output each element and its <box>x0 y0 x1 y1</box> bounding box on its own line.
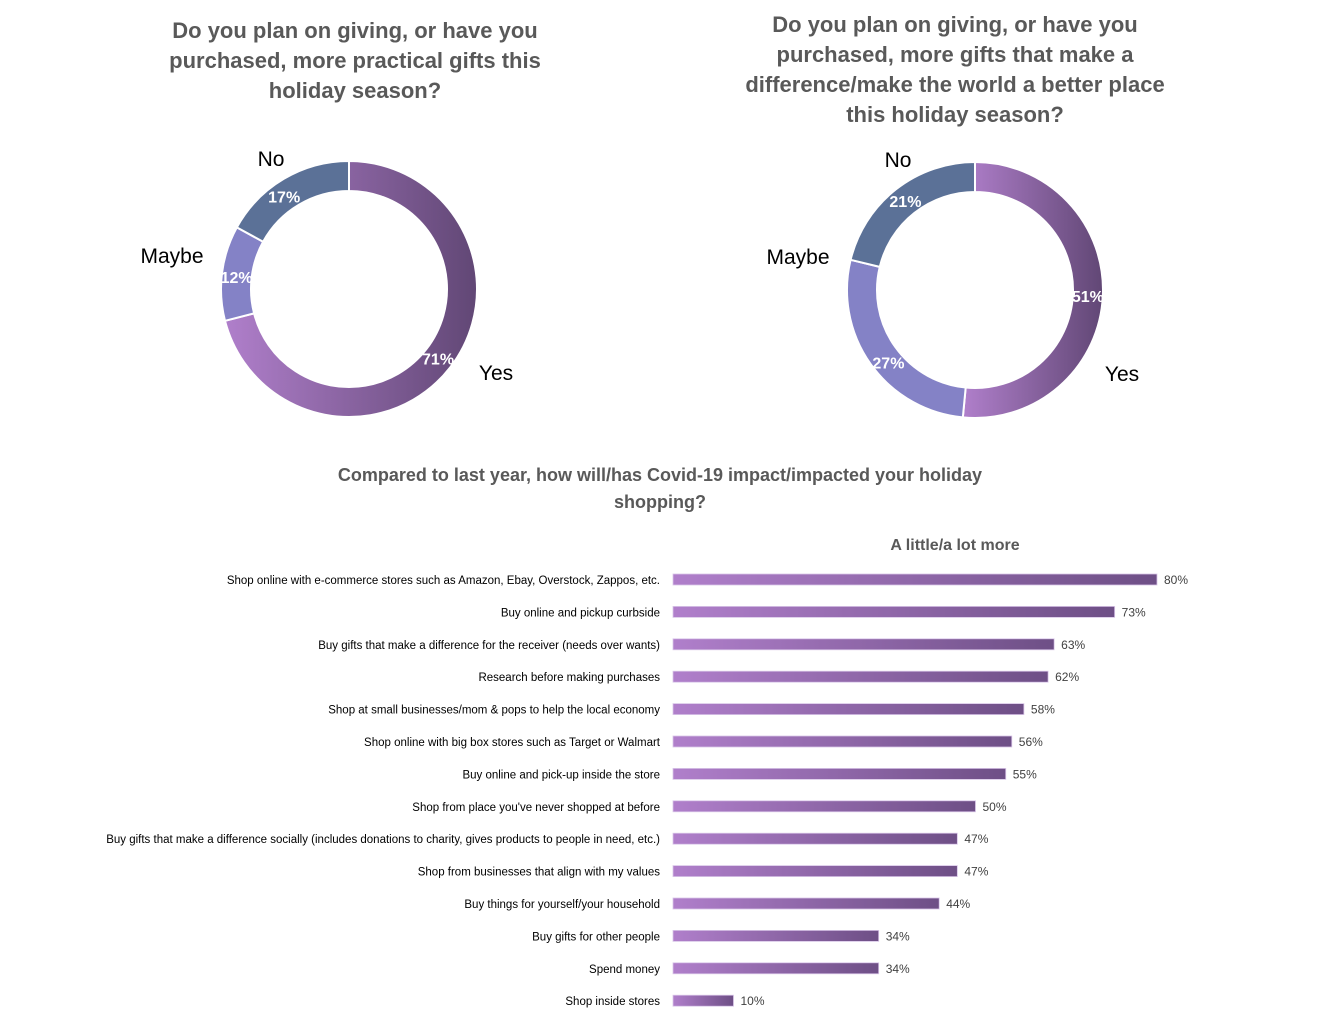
bar-category-label: Shop from place you've never shopped at … <box>412 802 660 814</box>
donut1-category-label: Yes <box>479 362 513 385</box>
donut2-slice-yes <box>961 160 1104 419</box>
donut2-category-label: Maybe <box>766 246 829 269</box>
donut2-data-label: 51% <box>1072 289 1104 306</box>
bar-title: Compared to last year, how will/has Covi… <box>337 465 983 512</box>
bar <box>672 768 1007 780</box>
bar <box>672 638 1055 651</box>
bar-data-label: 56% <box>1019 735 1043 749</box>
bar-category-label: Spend money <box>589 964 660 976</box>
bar-category-label: Buy things for yourself/your household <box>464 899 660 911</box>
bar <box>672 670 1049 683</box>
bar <box>672 865 958 877</box>
donut2-slice-maybe <box>846 258 967 419</box>
bar-category-label: Shop inside stores <box>565 996 660 1008</box>
bar <box>672 897 940 910</box>
donut2-data-label: 21% <box>889 194 921 211</box>
bar-category-label: Buy online and pickup curbside <box>501 607 660 619</box>
bar <box>672 735 1013 748</box>
bar-data-label: 10% <box>741 994 765 1008</box>
bar-data-label: 62% <box>1055 670 1079 684</box>
bar <box>672 573 1158 586</box>
bar <box>672 703 1025 715</box>
bar <box>672 832 958 845</box>
donut2-data-label: 27% <box>872 356 904 373</box>
bar-data-label: 47% <box>964 832 988 846</box>
bar-category-label: Buy gifts for other people <box>532 931 660 943</box>
bar-data-label: 34% <box>886 929 910 943</box>
donut1-category-label: No <box>258 148 285 171</box>
bar-category-label: Shop online with e-commerce stores such … <box>227 575 660 587</box>
bar-category-label: Shop from businesses that align with my … <box>418 867 661 879</box>
bar-category-label: Buy gifts that make a difference for the… <box>318 640 660 652</box>
donut1-title: Do you plan on giving, or have you purch… <box>169 18 541 103</box>
donut2-title: Do you plan on giving, or have you purch… <box>745 12 1165 127</box>
bar <box>672 962 880 975</box>
bar-series-label: A little/a lot more <box>890 537 1020 554</box>
donut1-slice-no <box>235 159 350 244</box>
bar-category-label: Research before making purchases <box>478 672 660 684</box>
donut2-category-label: No <box>885 149 912 172</box>
donut1-category-label: Maybe <box>140 245 203 268</box>
bar-data-label: 63% <box>1061 638 1085 652</box>
donut1-data-label: 17% <box>268 189 300 206</box>
donut1-slice-yes <box>223 159 478 418</box>
donut1-data-label: 12% <box>221 270 253 287</box>
bar-category-label: Buy gifts that make a difference sociall… <box>106 834 660 846</box>
bar-data-label: 80% <box>1164 573 1188 587</box>
bar-data-label: 55% <box>1013 767 1037 781</box>
bar <box>672 800 976 813</box>
bar-data-label: 44% <box>946 897 970 911</box>
bar-data-label: 73% <box>1122 605 1146 619</box>
bar <box>672 994 734 1007</box>
bar-category-label: Shop online with big box stores such as … <box>364 737 661 749</box>
bar-data-label: 34% <box>886 962 910 976</box>
bar-data-label: 50% <box>983 800 1007 814</box>
donut2-category-label: Yes <box>1105 363 1139 386</box>
bar-data-label: 47% <box>964 865 988 879</box>
donut1-data-label: 71% <box>422 352 454 369</box>
bar <box>672 930 880 942</box>
bar <box>672 606 1116 618</box>
donut2-slice-no <box>849 160 976 269</box>
bar-category-label: Buy online and pick-up inside the store <box>462 769 660 781</box>
bar-category-label: Shop at small businesses/mom & pops to h… <box>328 705 660 717</box>
bar-data-label: 58% <box>1031 703 1055 717</box>
